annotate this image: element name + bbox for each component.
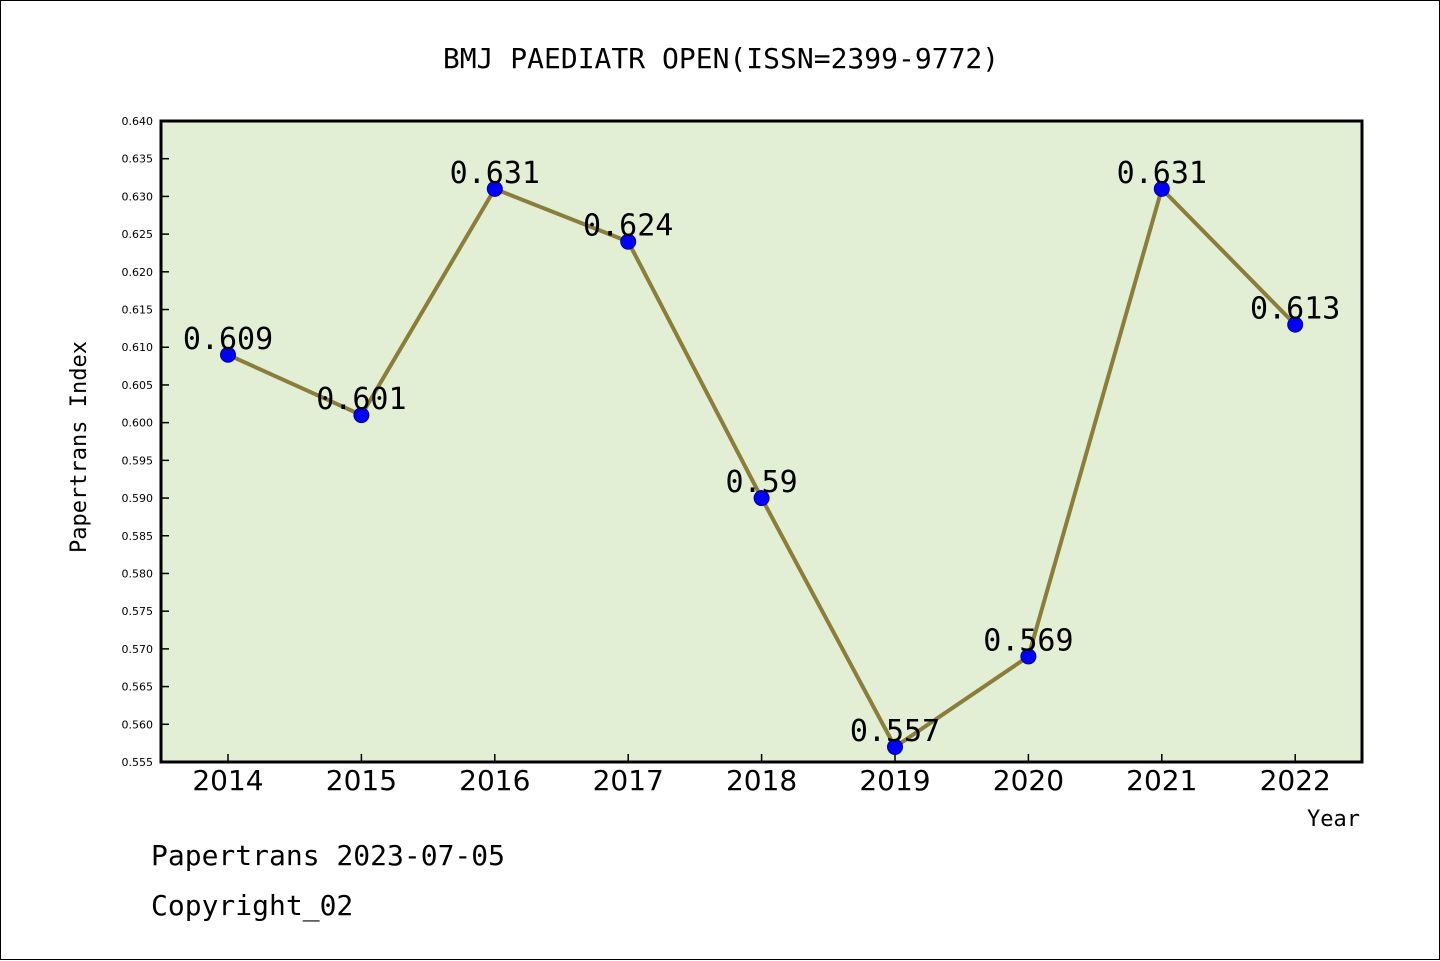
y-axis: 0.555 0.560 0.565 0.570 0.575 0.580 0.585 0.590… xyxy=(122,115,169,769)
y-tick-label: 0.575 xyxy=(122,605,154,618)
y-tick-label: 0.615 xyxy=(122,304,154,317)
data-label: 0.624 xyxy=(583,209,673,244)
data-point xyxy=(887,738,903,755)
x-axis-label: Year xyxy=(1307,807,1360,832)
x-tick-label: 2019 xyxy=(859,764,930,797)
data-label: 0.59 xyxy=(725,465,797,500)
y-tick-label: 0.595 xyxy=(122,454,154,467)
series-layer: 0.609 0.601 0.631 0.624 0.59 0.557 0.569 0.631 0… xyxy=(183,156,1340,755)
plot-border xyxy=(159,119,1364,764)
data-label: 0.569 xyxy=(983,623,1073,658)
data-label: 0.631 xyxy=(1117,156,1207,191)
data-label: 0.601 xyxy=(316,382,406,417)
y-tick-label: 0.635 xyxy=(122,153,154,166)
plot-area xyxy=(161,121,1362,762)
y-axis-label: Papertrans Index xyxy=(67,341,92,553)
x-axis: 2014 2015 2016 2017 2018 2019 2020 2021 2022 xyxy=(192,754,1331,797)
y-tick-label: 0.625 xyxy=(122,228,154,241)
data-point xyxy=(1020,648,1037,665)
data-point xyxy=(1287,316,1304,333)
y-tick-label: 0.600 xyxy=(122,417,154,430)
data-label: 0.631 xyxy=(450,156,540,191)
y-tick-label: 0.590 xyxy=(122,492,154,505)
y-tick-label: 0.560 xyxy=(122,718,154,731)
x-tick-label: 2017 xyxy=(593,764,664,797)
y-tick-label: 0.585 xyxy=(122,530,154,543)
footer-copyright: Copyright_02 xyxy=(151,889,353,923)
data-point xyxy=(486,180,503,197)
data-label: 0.557 xyxy=(850,714,940,749)
y-tick-label: 0.640 xyxy=(122,115,154,128)
y-tick-label: 0.605 xyxy=(122,379,154,392)
data-label: 0.613 xyxy=(1250,292,1340,327)
y-tick-label: 0.580 xyxy=(122,567,154,580)
x-tick-label: 2022 xyxy=(1260,764,1331,797)
x-tick-label: 2015 xyxy=(326,764,397,797)
data-point xyxy=(1153,180,1170,197)
y-tick-label: 0.620 xyxy=(122,266,154,279)
y-tick-label: 0.570 xyxy=(122,643,154,656)
y-tick-label: 0.630 xyxy=(122,190,154,203)
y-tick-label: 0.565 xyxy=(122,681,154,694)
y-tick-label: 0.610 xyxy=(122,341,154,354)
data-point xyxy=(753,490,770,507)
data-point xyxy=(220,346,236,363)
x-tick-label: 2014 xyxy=(192,764,263,797)
x-tick-label: 2021 xyxy=(1126,764,1197,797)
data-point xyxy=(353,407,370,424)
footer-date: Papertrans 2023-07-05 xyxy=(151,839,505,872)
data-label: 0.609 xyxy=(183,322,273,357)
y-tick-label: 0.555 xyxy=(122,756,154,769)
data-point xyxy=(620,233,637,250)
chart-title: BMJ PAEDIATR OPEN(ISSN=2399-9772) xyxy=(443,42,999,75)
x-tick-label: 2018 xyxy=(726,764,797,797)
x-tick-label: 2016 xyxy=(459,764,530,797)
x-tick-label: 2020 xyxy=(993,764,1064,797)
